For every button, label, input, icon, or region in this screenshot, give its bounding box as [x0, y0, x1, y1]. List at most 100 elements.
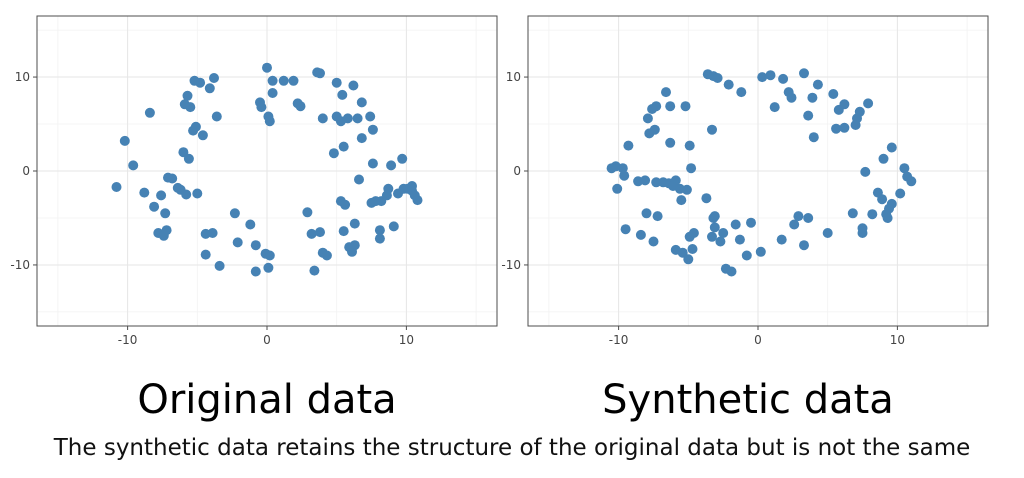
data-point — [356, 97, 367, 108]
data-point — [192, 188, 203, 199]
data-point — [264, 116, 275, 127]
data-point — [640, 175, 651, 186]
data-point — [642, 113, 653, 124]
data-point — [803, 110, 814, 121]
data-point — [734, 234, 745, 245]
data-point — [757, 72, 768, 83]
data-point — [317, 113, 328, 124]
data-point — [229, 208, 240, 219]
data-point — [867, 209, 878, 220]
data-point — [204, 83, 215, 94]
data-point — [715, 236, 726, 247]
data-point — [352, 113, 363, 124]
y-tick-label: -10 — [10, 258, 30, 272]
data-point — [383, 183, 394, 194]
data-point — [776, 234, 787, 245]
data-point — [306, 228, 317, 239]
data-point — [128, 160, 139, 171]
data-point — [250, 266, 261, 277]
data-point — [111, 182, 122, 192]
data-point — [356, 133, 367, 144]
data-point — [799, 68, 809, 79]
data-point — [886, 198, 897, 209]
data-point — [374, 233, 385, 244]
data-point — [295, 101, 306, 112]
data-point — [348, 80, 359, 91]
data-point — [386, 160, 397, 171]
data-point — [687, 244, 698, 254]
data-point — [709, 211, 720, 222]
data-point — [178, 147, 189, 158]
data-point — [214, 260, 225, 271]
data-point — [726, 266, 737, 277]
panel-title-synthetic: Synthetic data — [602, 377, 894, 423]
data-point — [302, 207, 313, 218]
data-point — [211, 111, 222, 122]
data-point — [328, 148, 339, 159]
data-point — [746, 217, 756, 228]
data-point — [878, 153, 889, 164]
data-point — [354, 174, 364, 185]
scatter-figure: -10 0 10 -10 0 10 -10 0 10 -10 0 10 — [10, 15, 989, 347]
data-point — [349, 218, 360, 229]
x-tick-label: 10 — [399, 333, 414, 347]
data-point — [263, 262, 274, 273]
data-point — [209, 73, 219, 83]
data-point — [412, 195, 423, 206]
data-point — [200, 249, 211, 260]
data-point — [183, 153, 194, 164]
y-tick-label: 0 — [22, 164, 30, 178]
data-point — [670, 175, 681, 186]
data-point — [688, 228, 699, 238]
data-point — [197, 130, 208, 141]
data-point — [822, 228, 833, 238]
data-point — [167, 173, 178, 184]
data-point — [342, 113, 353, 124]
data-point — [374, 225, 385, 236]
data-point — [661, 87, 671, 98]
x-tick-label: 0 — [754, 333, 762, 347]
data-point — [741, 250, 752, 261]
data-point — [338, 226, 349, 237]
data-point — [839, 99, 850, 110]
data-point — [906, 176, 917, 187]
data-point — [899, 163, 910, 174]
data-point — [315, 227, 325, 238]
data-point — [190, 121, 201, 132]
data-point — [617, 163, 628, 174]
data-point — [250, 240, 261, 251]
data-point — [185, 102, 196, 113]
data-point — [367, 158, 378, 169]
data-point — [331, 77, 342, 88]
data-point — [778, 73, 789, 84]
data-point — [799, 240, 809, 251]
data-point — [707, 124, 717, 135]
data-point — [683, 254, 694, 265]
y-tick-label: 10 — [15, 70, 30, 84]
data-point — [648, 236, 659, 247]
data-point — [367, 124, 378, 135]
data-point — [676, 195, 687, 206]
data-point — [144, 107, 155, 118]
data-point — [686, 163, 697, 174]
data-point — [723, 79, 734, 90]
data-point — [139, 187, 150, 198]
data-point — [337, 89, 348, 100]
data-point — [264, 250, 275, 261]
data-point — [407, 181, 417, 191]
data-point — [755, 246, 766, 257]
figure-caption: The synthetic data retains the structure… — [53, 435, 971, 461]
data-point — [649, 124, 660, 135]
data-point — [195, 77, 206, 88]
data-point — [807, 92, 818, 103]
data-point — [181, 189, 192, 200]
x-tick-label: -10 — [609, 333, 629, 347]
data-point — [665, 137, 676, 148]
data-point — [701, 193, 712, 204]
data-point — [207, 228, 218, 238]
data-point — [641, 208, 652, 219]
data-point — [882, 213, 893, 223]
data-point — [349, 240, 360, 251]
data-point — [769, 102, 780, 113]
data-point — [651, 177, 662, 188]
